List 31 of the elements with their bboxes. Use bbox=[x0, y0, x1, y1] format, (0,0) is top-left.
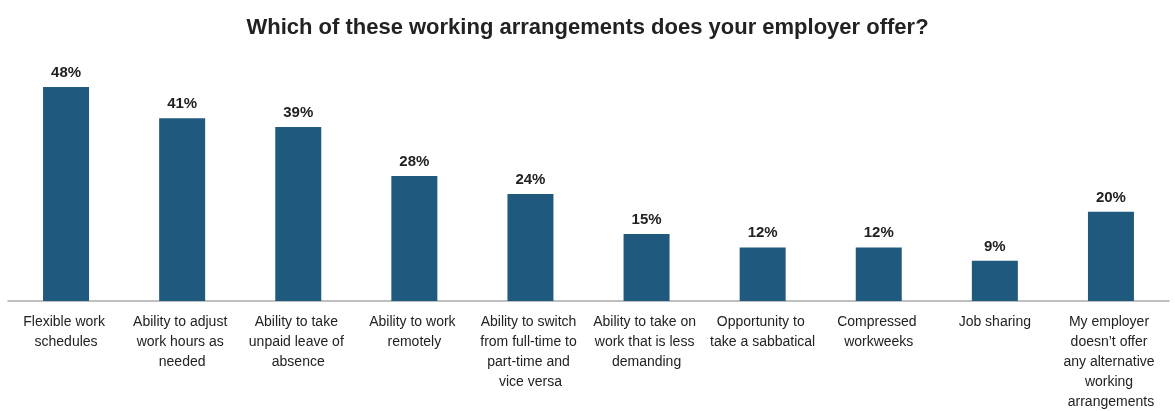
bar bbox=[275, 127, 322, 301]
bar bbox=[159, 118, 206, 301]
x-tick-label: Ability to take unpaid leave of absence bbox=[248, 313, 348, 369]
data-label: 15% bbox=[631, 210, 662, 228]
data-label: 28% bbox=[399, 152, 430, 170]
data-label: 41% bbox=[167, 94, 198, 112]
x-tick-label: Ability to switch from full-time to part-time and vice versa bbox=[480, 313, 581, 389]
data-label: 48% bbox=[51, 62, 82, 80]
data-label: 9% bbox=[984, 236, 1006, 254]
bar bbox=[1087, 211, 1134, 301]
data-label: 12% bbox=[863, 223, 894, 241]
data-label: 39% bbox=[283, 103, 314, 121]
x-tick-label: Opportunity to take a sabbatical bbox=[710, 313, 816, 349]
bar bbox=[855, 247, 902, 301]
x-tick-label: Compressed workweeks bbox=[837, 313, 921, 349]
data-label: 20% bbox=[1095, 187, 1126, 205]
x-tick-label: Ability to work remotely bbox=[369, 313, 460, 349]
bar bbox=[623, 234, 670, 301]
x-tick-label: My employer doesn’t offer any alternative working arrangements bbox=[1063, 313, 1159, 409]
data-label: 24% bbox=[515, 169, 546, 187]
bar bbox=[971, 260, 1018, 301]
x-tick-label: Ability to take on work that is less demanding bbox=[593, 313, 700, 369]
bar bbox=[391, 176, 438, 301]
data-label: 12% bbox=[747, 223, 778, 241]
chart-title: Which of these working arrangements does your employer offer? bbox=[246, 13, 929, 39]
bar bbox=[507, 193, 554, 301]
bar bbox=[43, 86, 90, 301]
x-tick-label: Job sharing bbox=[958, 313, 1032, 329]
x-tick-label: Ability to adjust work hours as needed bbox=[133, 313, 232, 369]
bar bbox=[739, 247, 786, 301]
x-tick-label: Flexible work schedules bbox=[23, 313, 109, 349]
